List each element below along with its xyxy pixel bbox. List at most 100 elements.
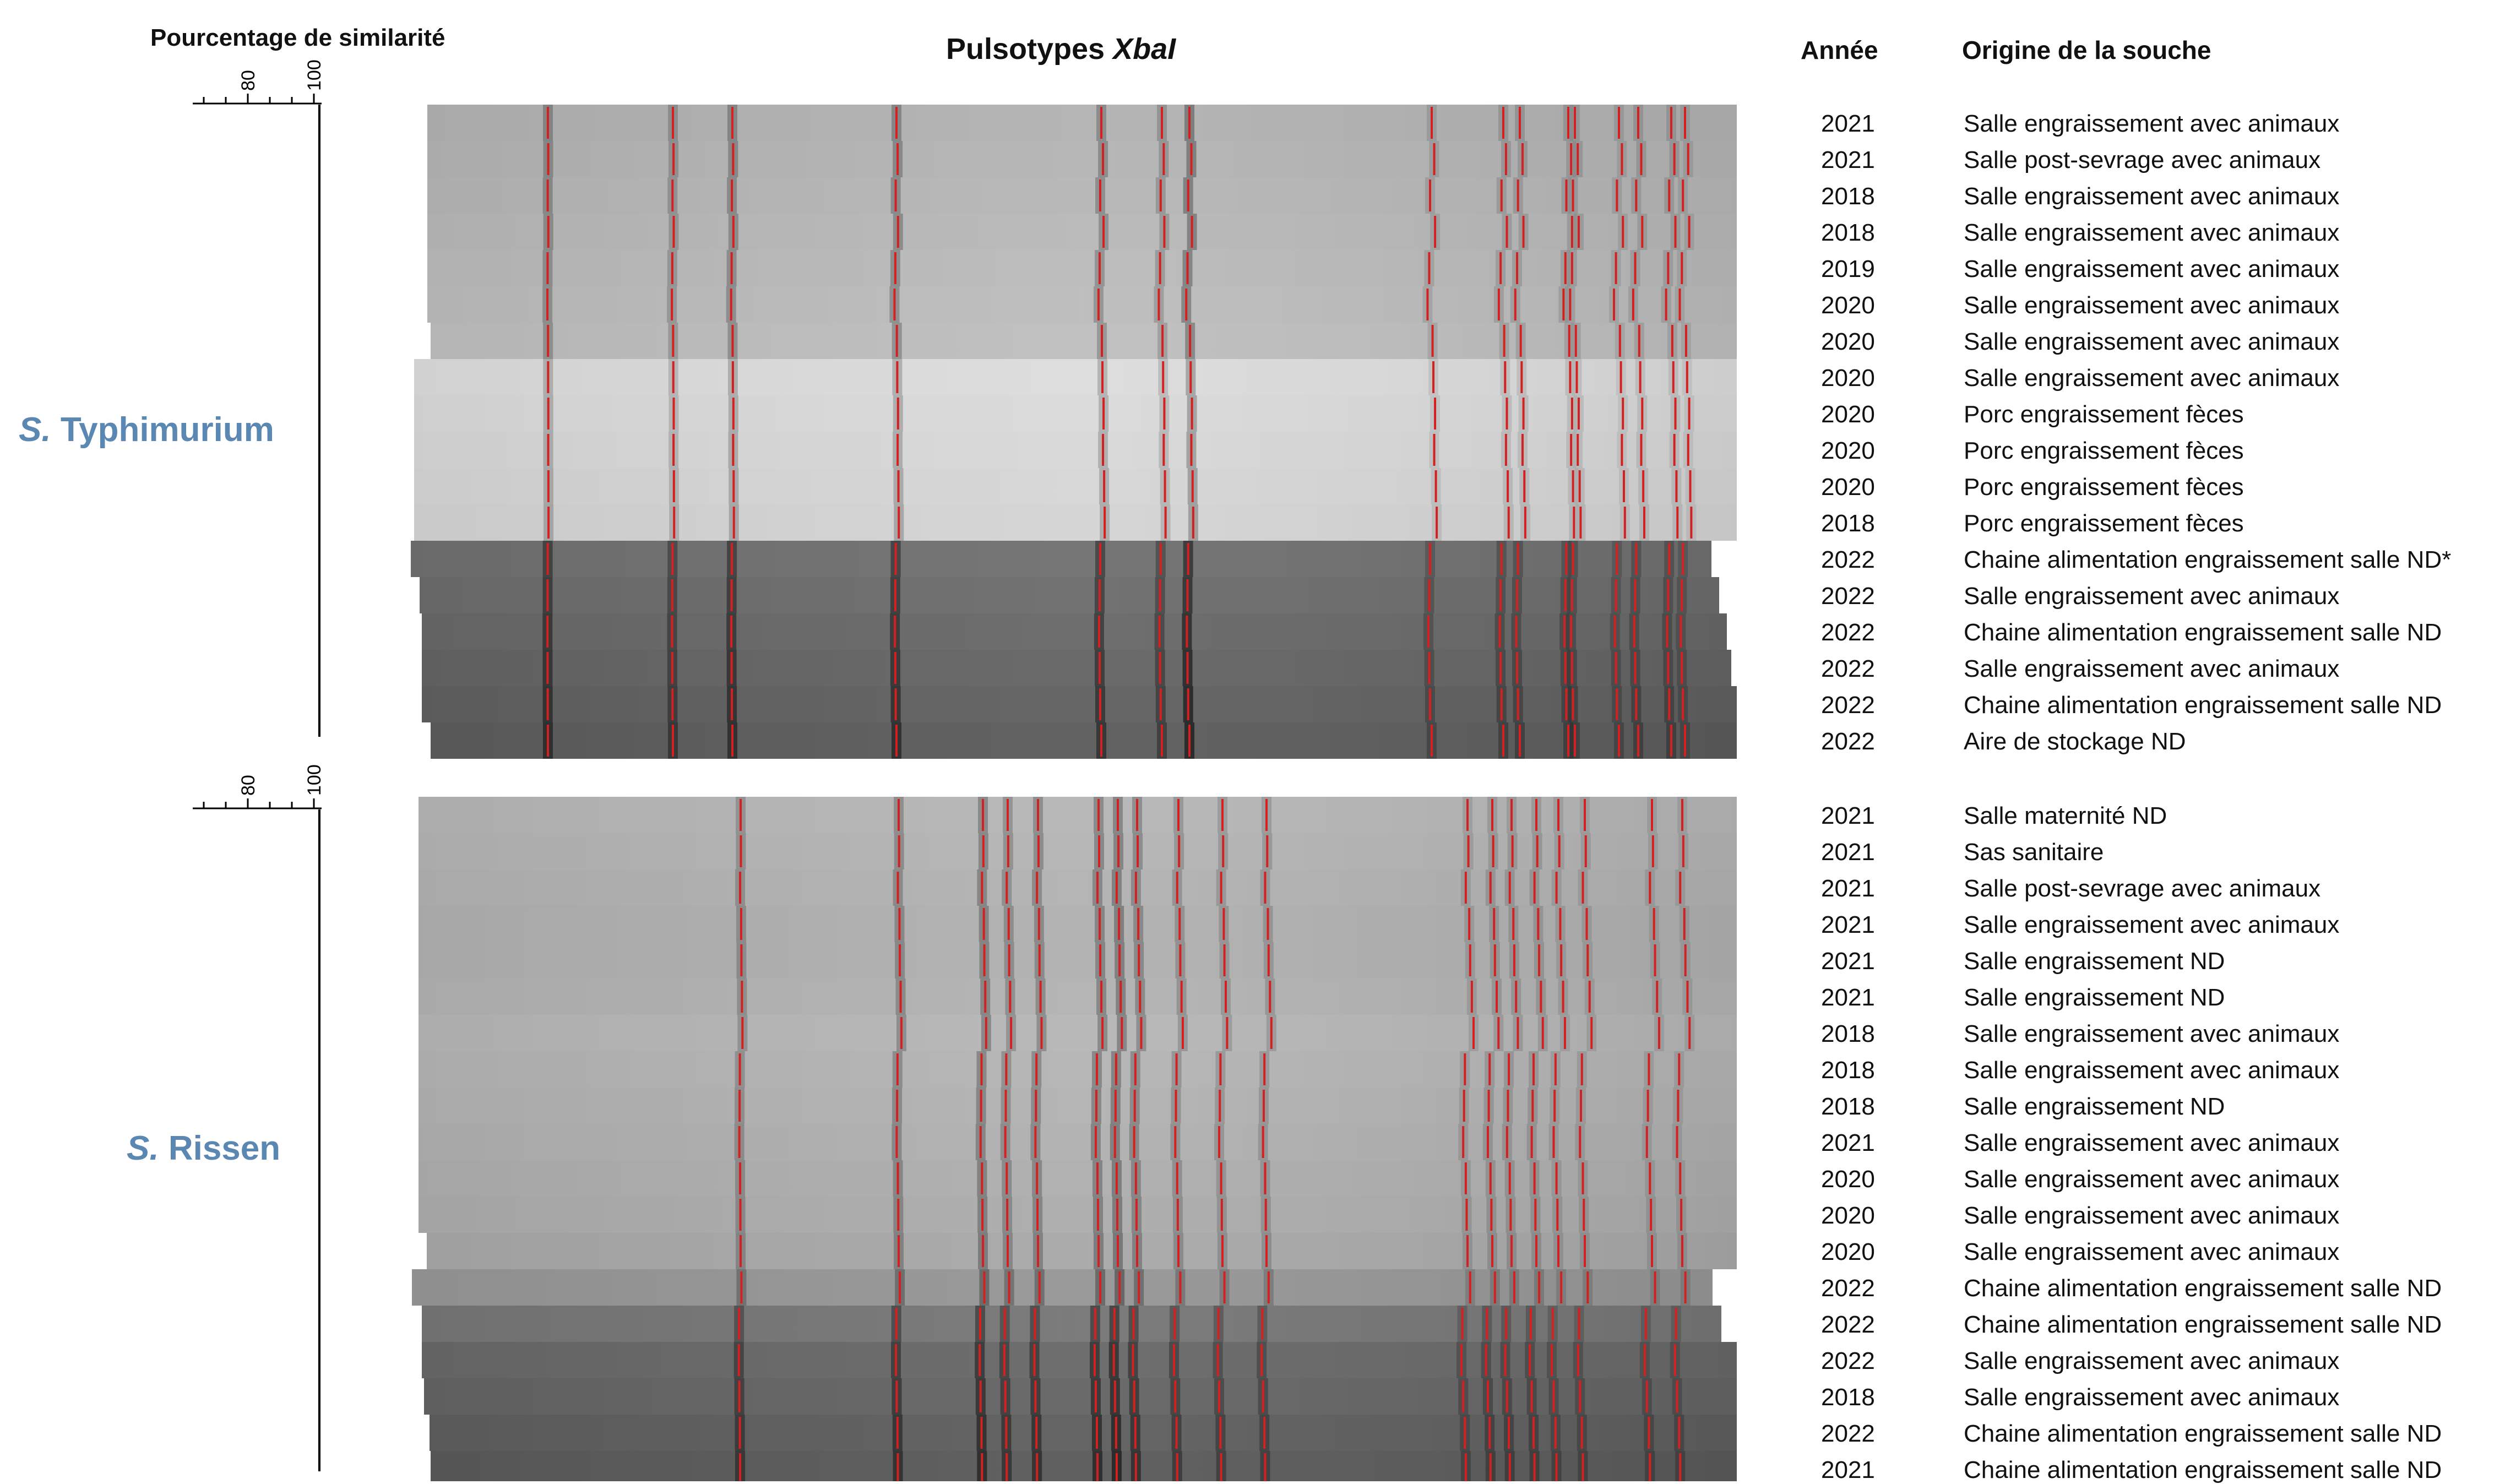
strain-origin: Salle maternité ND: [1964, 802, 2167, 829]
strain-year: 2021: [1821, 1456, 1875, 1483]
strain-origin: Salle engraissement avec animaux: [1964, 583, 2340, 610]
strain-origin: Salle post-sevrage avec animaux: [1964, 875, 2321, 902]
strain-origin: Porc engraissement fèces: [1964, 437, 2244, 464]
strain-year: 2022: [1821, 583, 1875, 610]
serovar-name: Rissen: [168, 1129, 281, 1167]
strain-origin: Chaine alimentation engraissement salle …: [1964, 1275, 2442, 1302]
strain-year: 2020: [1821, 328, 1875, 355]
strain-year: 2021: [1821, 839, 1875, 866]
lane-shading: [422, 613, 1727, 650]
strain-origin: Porc engraissement fèces: [1964, 401, 2244, 428]
gel-lane: [422, 686, 1737, 722]
gel-lanes: [411, 105, 1737, 1481]
serovar-genus: S.: [19, 411, 51, 449]
lane-shading: [422, 686, 1737, 722]
strain-origin: Salle engraissement avec animaux: [1964, 110, 2340, 137]
strain-year: 2020: [1821, 1166, 1875, 1193]
gel-lane: [427, 250, 1737, 286]
strain-origin: Chaine alimentation engraissement salle …: [1964, 1420, 2442, 1447]
lane-shading: [427, 250, 1737, 286]
lane-shading: [419, 1051, 1737, 1088]
strain-origin: Salle engraissement avec animaux: [1964, 1384, 2340, 1411]
strain-year: 2020: [1821, 292, 1875, 319]
gel-lane: [414, 359, 1737, 395]
gel-lane: [414, 468, 1737, 504]
strain-year: 2021: [1821, 110, 1875, 137]
strain-year: 2020: [1821, 401, 1875, 428]
lane-shading: [431, 323, 1737, 359]
strain-origin: Salle engraissement avec animaux: [1964, 655, 2340, 682]
gel-lane: [419, 1051, 1737, 1088]
lane-shading: [419, 869, 1737, 906]
gel-lane: [419, 1160, 1737, 1197]
origin-column-header: Origine de la souche: [1962, 36, 2211, 64]
strain-origin: Salle engraissement avec animaux: [1964, 328, 2340, 355]
lane-shading: [427, 286, 1737, 323]
serovar-name: Typhimurium: [60, 411, 274, 449]
gel-lane: [419, 942, 1737, 979]
strain-year: 2022: [1821, 1311, 1875, 1338]
strain-year: 2018: [1821, 510, 1875, 537]
gel-lane: [427, 177, 1737, 214]
strain-year: 2022: [1821, 546, 1875, 573]
lane-shading: [411, 541, 1711, 577]
scale-tick-label: 80: [238, 70, 259, 91]
strain-year: 2022: [1821, 692, 1875, 719]
lane-shading: [414, 504, 1737, 541]
strain-origin: Salle engraissement avec animaux: [1964, 1347, 2340, 1374]
strain-year: 2018: [1821, 1057, 1875, 1084]
strain-year: 2020: [1821, 1202, 1875, 1229]
strain-year: 2018: [1821, 183, 1875, 210]
gel-lane: [431, 722, 1737, 759]
gel-lane: [422, 1306, 1721, 1342]
strain-origin: Porc engraissement fèces: [1964, 510, 2244, 537]
strain-origin: Salle engraissement avec animaux: [1964, 365, 2340, 392]
lane-shading: [419, 1124, 1737, 1160]
gel-lane: [414, 504, 1737, 541]
similarity-scale: 80 100: [193, 59, 325, 737]
scale-tick-label: 100: [304, 59, 325, 91]
strain-year: 2021: [1821, 1129, 1875, 1156]
strain-year: 2022: [1821, 619, 1875, 646]
strain-year: 2022: [1821, 1420, 1875, 1447]
similarity-scale-title: Pourcentage de similarité: [150, 24, 445, 51]
strain-origin: Salle engraissement avec animaux: [1964, 1166, 2340, 1193]
gel-lane: [419, 906, 1737, 942]
lane-shading: [427, 1233, 1737, 1269]
gel-title: Pulsotypes XbaI: [946, 32, 1176, 66]
lane-shading: [419, 797, 1737, 833]
strain-year: 2018: [1821, 1093, 1875, 1120]
strain-year: 2021: [1821, 802, 1875, 829]
strain-origin: Porc engraissement fèces: [1964, 474, 2244, 501]
lane-shading: [427, 141, 1737, 177]
gel-lane: [427, 214, 1737, 250]
strain-origin: Salle engraissement avec animaux: [1964, 256, 2340, 282]
gel-lane: [424, 1378, 1737, 1415]
strain-year: 2020: [1821, 474, 1875, 501]
strain-origin: Chaine alimentation engraissement salle …: [1964, 692, 2442, 719]
strain-origin: Salle engraissement avec animaux: [1964, 292, 2340, 319]
lane-shading: [422, 1342, 1737, 1378]
lane-shading: [430, 1415, 1737, 1451]
serovar-label-rissen: S. Rissen: [127, 1129, 280, 1168]
serovar-label-typhimurium: S. Typhimurium: [19, 410, 274, 449]
gel-lane: [419, 979, 1737, 1015]
strain-origin: Salle engraissement ND: [1964, 1093, 2225, 1120]
lane-shading: [419, 1088, 1737, 1124]
strain-origin: Salle engraissement avec animaux: [1964, 1202, 2340, 1229]
scale-tick-label: 80: [238, 775, 259, 796]
strain-year: 2022: [1821, 1347, 1875, 1374]
gel-lane: [431, 1451, 1737, 1481]
strain-origin: Salle engraissement ND: [1964, 948, 2225, 975]
strain-origin: Salle engraissement ND: [1964, 984, 2225, 1011]
gel-lane: [419, 1088, 1737, 1124]
gel-lane: [427, 105, 1737, 141]
lane-shading: [414, 468, 1737, 504]
gel-lane: [420, 577, 1719, 613]
serovar-genus: S.: [127, 1129, 159, 1167]
strain-origin: Chaine alimentation engraissement salle …: [1964, 619, 2442, 646]
lane-shading: [427, 214, 1737, 250]
strain-year: 2022: [1821, 655, 1875, 682]
strain-origin: Salle engraissement avec animaux: [1964, 1238, 2340, 1265]
